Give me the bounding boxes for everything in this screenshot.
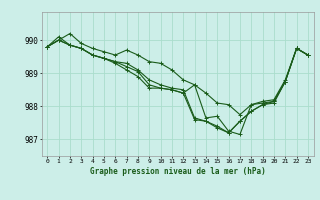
X-axis label: Graphe pression niveau de la mer (hPa): Graphe pression niveau de la mer (hPa) xyxy=(90,167,266,176)
